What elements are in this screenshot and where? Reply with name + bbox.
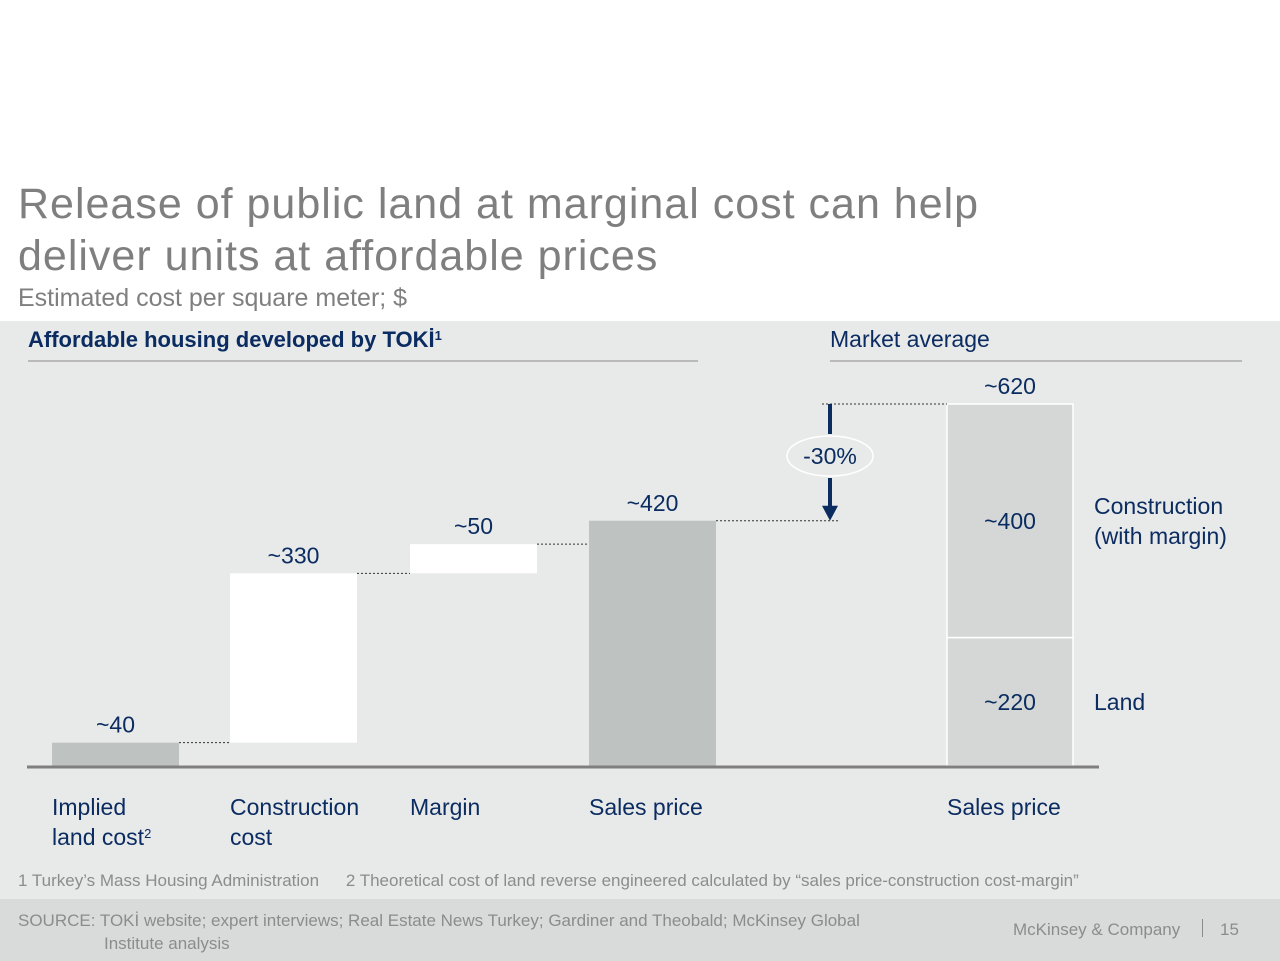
segment-legend-label: (with margin) <box>1094 523 1227 549</box>
source-note: SOURCE: TOKİ website; expert interviews;… <box>18 909 958 955</box>
x-tick-label-line2: cost <box>230 824 273 850</box>
footnote-marker: 2 <box>144 826 151 841</box>
source-line-1: SOURCE: TOKİ website; expert interviews;… <box>18 911 860 930</box>
page-number: 15 <box>1220 920 1239 939</box>
page-title: Release of public land at marginal cost … <box>18 180 980 280</box>
bar-value-label: ~40 <box>96 712 135 738</box>
x-tick-label-line2: land cost2 <box>52 824 151 850</box>
footnotes: 1 Turkey’s Mass Housing Administration 2… <box>18 871 1079 891</box>
footnote-marker: 1 <box>435 328 442 343</box>
bar-value-label: ~330 <box>268 542 320 568</box>
bar-2 <box>410 544 537 574</box>
segment-legend-label: Land <box>1094 689 1145 715</box>
segment-value-label: ~400 <box>984 508 1036 534</box>
market-segment-1 <box>946 403 1074 639</box>
market-total-label: ~620 <box>984 373 1036 399</box>
footnote-2: 2 Theoretical cost of land reverse engin… <box>345 871 1079 890</box>
x-tick-label: Construction <box>230 794 359 820</box>
footnote-1: 1 Turkey’s Mass Housing Administration <box>18 871 320 890</box>
annotation-label: -30% <box>803 443 857 469</box>
segment-legend-label: Construction <box>1094 493 1223 519</box>
footer-band <box>0 899 1280 961</box>
toki-group-header: Affordable housing developed by TOKİ1 <box>28 327 442 352</box>
x-tick-label: Sales price <box>589 794 703 820</box>
bar-value-label: ~420 <box>627 490 679 516</box>
x-tick-label: Implied <box>52 794 126 820</box>
segment-value-label: ~220 <box>984 689 1036 715</box>
bar-3 <box>589 520 716 766</box>
arrow-head <box>822 505 838 521</box>
x-tick-label: Margin <box>410 794 480 820</box>
page-separator <box>1202 919 1203 937</box>
brand-name: McKinsey & Company <box>1013 920 1181 939</box>
market-group-header: Market average <box>830 326 990 352</box>
source-line-2: Institute analysis <box>104 934 230 953</box>
page-subtitle: Estimated cost per square meter; $ <box>18 284 408 312</box>
bar-1 <box>230 573 357 743</box>
bar-value-label: ~50 <box>454 513 493 539</box>
annotation-bubble <box>786 435 874 477</box>
x-tick-label: Sales price <box>947 794 1061 820</box>
bar-0 <box>52 742 179 766</box>
